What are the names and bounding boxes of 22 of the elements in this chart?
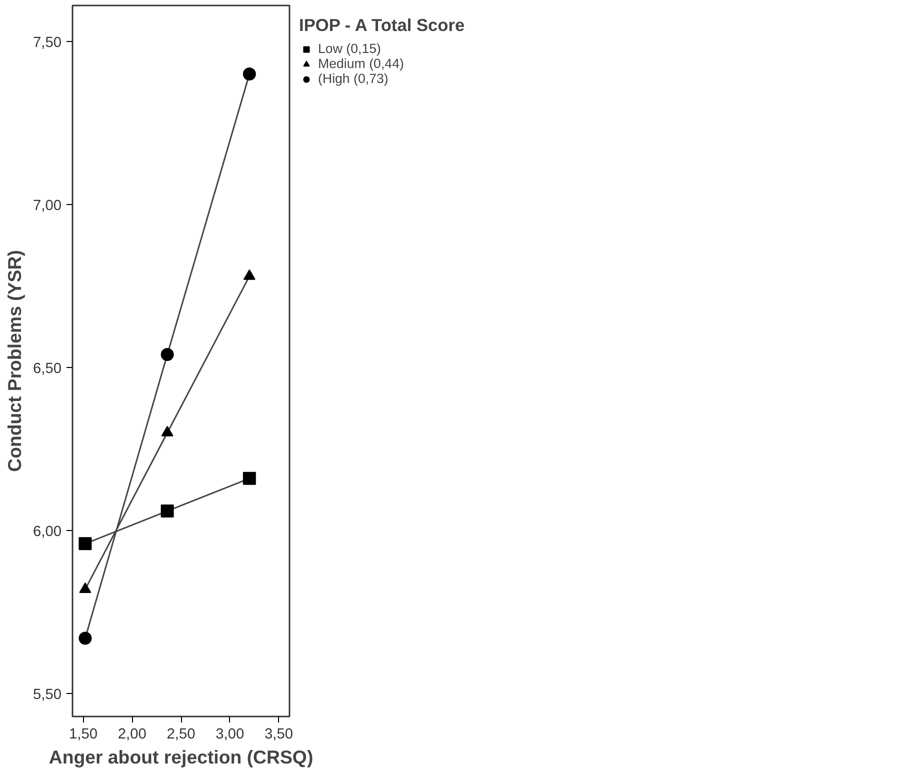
point [160, 504, 174, 518]
point [78, 632, 92, 645]
y-axis-title: Conduct Problems (YSR) [4, 250, 25, 472]
legend-title: IPOP - A Total Score [299, 15, 465, 36]
point [242, 472, 256, 485]
x-tick-label: 3,50 [264, 726, 294, 742]
point [160, 348, 174, 361]
legend-label: Medium (0,44) [318, 56, 404, 71]
y-tick-label: 6,50 [32, 361, 62, 378]
x-axis-title: Anger about rejection (CRSQ) [48, 746, 314, 768]
x-tick-label: 2,00 [118, 726, 146, 742]
legend-label: (High (0,73) [318, 71, 388, 86]
x-tick-label: 3,00 [216, 726, 244, 742]
x-tick-label: 1,50 [68, 726, 98, 742]
point [242, 68, 256, 80]
y-tick-label: 7,00 [32, 198, 62, 214]
point [78, 537, 92, 550]
x-tick-label: 2,50 [166, 726, 196, 742]
legend-label: Low (0,15) [318, 41, 381, 56]
y-tick-label: 7,50 [32, 34, 62, 51]
y-tick-label: 6,00 [32, 524, 62, 540]
y-tick-label: 5,50 [32, 687, 62, 704]
